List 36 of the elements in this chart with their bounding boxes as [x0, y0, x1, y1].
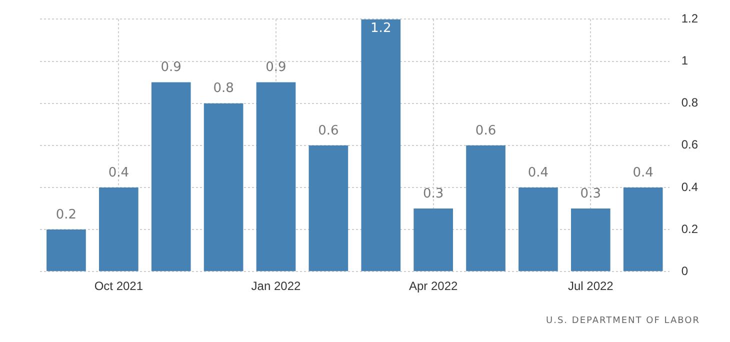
bar	[308, 145, 348, 272]
data-label: 1.2	[370, 21, 392, 36]
data-label: 0.9	[266, 60, 286, 76]
bar	[623, 187, 663, 272]
bar	[204, 103, 244, 272]
data-label: 0.3	[422, 186, 444, 202]
text: U.S. DEPARTMENT OF LABOR	[546, 316, 700, 326]
y-tick-label: 0.4	[681, 180, 698, 194]
data-label: 0.4	[528, 165, 549, 180]
bar	[99, 187, 138, 272]
data-label: 0.9	[160, 60, 182, 76]
y-tick-label: 1.2	[681, 12, 698, 26]
data-label: 0.6	[475, 123, 496, 138]
data-label: 0.3	[580, 186, 601, 202]
bar	[518, 187, 558, 272]
data-label: 0.6	[318, 123, 339, 138]
x-tick-label: Oct 2021	[94, 279, 144, 294]
data-label: 0.2	[56, 207, 77, 222]
y-tick-label: 1	[681, 54, 688, 68]
bar	[570, 208, 610, 272]
data-label: 0.8	[213, 81, 234, 96]
data-label: 0.4	[108, 165, 130, 180]
bar	[46, 230, 86, 272]
x-tick-label: Jan 2022	[251, 279, 301, 294]
data-label: 0.4	[632, 165, 654, 180]
y-tick-label: 0.6	[681, 138, 698, 152]
bar	[414, 208, 453, 272]
bar	[361, 19, 401, 272]
bar	[256, 82, 296, 272]
y-tick-label: 0.2	[681, 222, 698, 236]
x-tick-label: Jul 2022	[568, 279, 614, 294]
bar	[466, 145, 506, 272]
y-tick-label: 0.8	[681, 96, 698, 110]
bar	[151, 82, 191, 272]
y-tick-label: 0	[681, 264, 688, 278]
x-tick-label: Apr 2022	[408, 279, 458, 294]
